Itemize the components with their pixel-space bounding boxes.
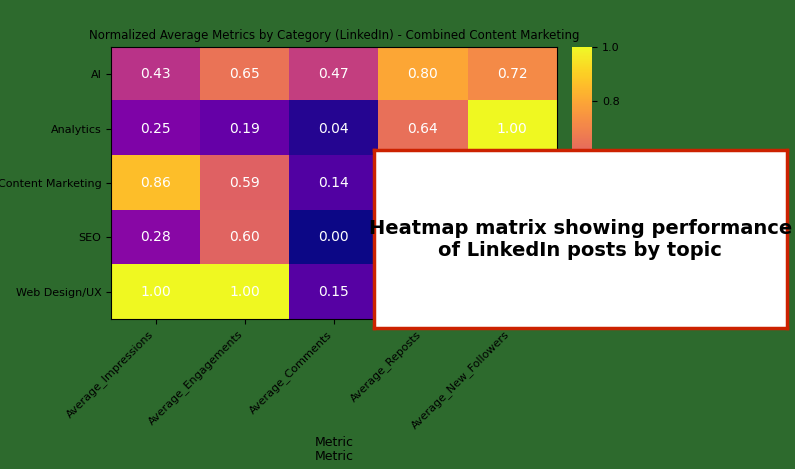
Text: 0.65: 0.65: [230, 67, 260, 81]
Text: 1.00: 1.00: [230, 285, 260, 299]
Text: 0.04: 0.04: [319, 121, 349, 136]
Text: 0.72: 0.72: [497, 67, 527, 81]
Text: 0.15: 0.15: [319, 285, 349, 299]
Text: 1.00: 1.00: [141, 285, 171, 299]
Text: 0.00: 0.00: [319, 230, 349, 244]
Text: 0.41: 0.41: [497, 285, 527, 299]
Text: 0.25: 0.25: [141, 121, 171, 136]
Text: 0.59: 0.59: [230, 176, 260, 190]
Text: 0.19: 0.19: [230, 121, 260, 136]
Text: 1.00: 1.00: [497, 121, 527, 136]
Text: 0.84: 0.84: [497, 176, 527, 190]
Text: 0.80: 0.80: [408, 67, 438, 81]
Text: Metric: Metric: [314, 450, 354, 462]
Title: Normalized Average Metrics by Category (LinkedIn) - Combined Content Marketing: Normalized Average Metrics by Category (…: [89, 29, 579, 42]
Text: 0.47: 0.47: [319, 67, 349, 81]
Text: Heatmap matrix showing performance
of LinkedIn posts by topic: Heatmap matrix showing performance of Li…: [369, 219, 792, 260]
Text: 1.00: 1.00: [408, 285, 438, 299]
Text: 0.43: 0.43: [141, 67, 171, 81]
Text: 0.28: 0.28: [141, 230, 171, 244]
X-axis label: Metric: Metric: [314, 437, 354, 449]
Text: 0.89: 0.89: [408, 176, 438, 190]
Text: 0.86: 0.86: [141, 176, 171, 190]
Text: 0.60: 0.60: [230, 230, 260, 244]
Text: 0.64: 0.64: [408, 121, 438, 136]
Text: 0.14: 0.14: [319, 176, 349, 190]
